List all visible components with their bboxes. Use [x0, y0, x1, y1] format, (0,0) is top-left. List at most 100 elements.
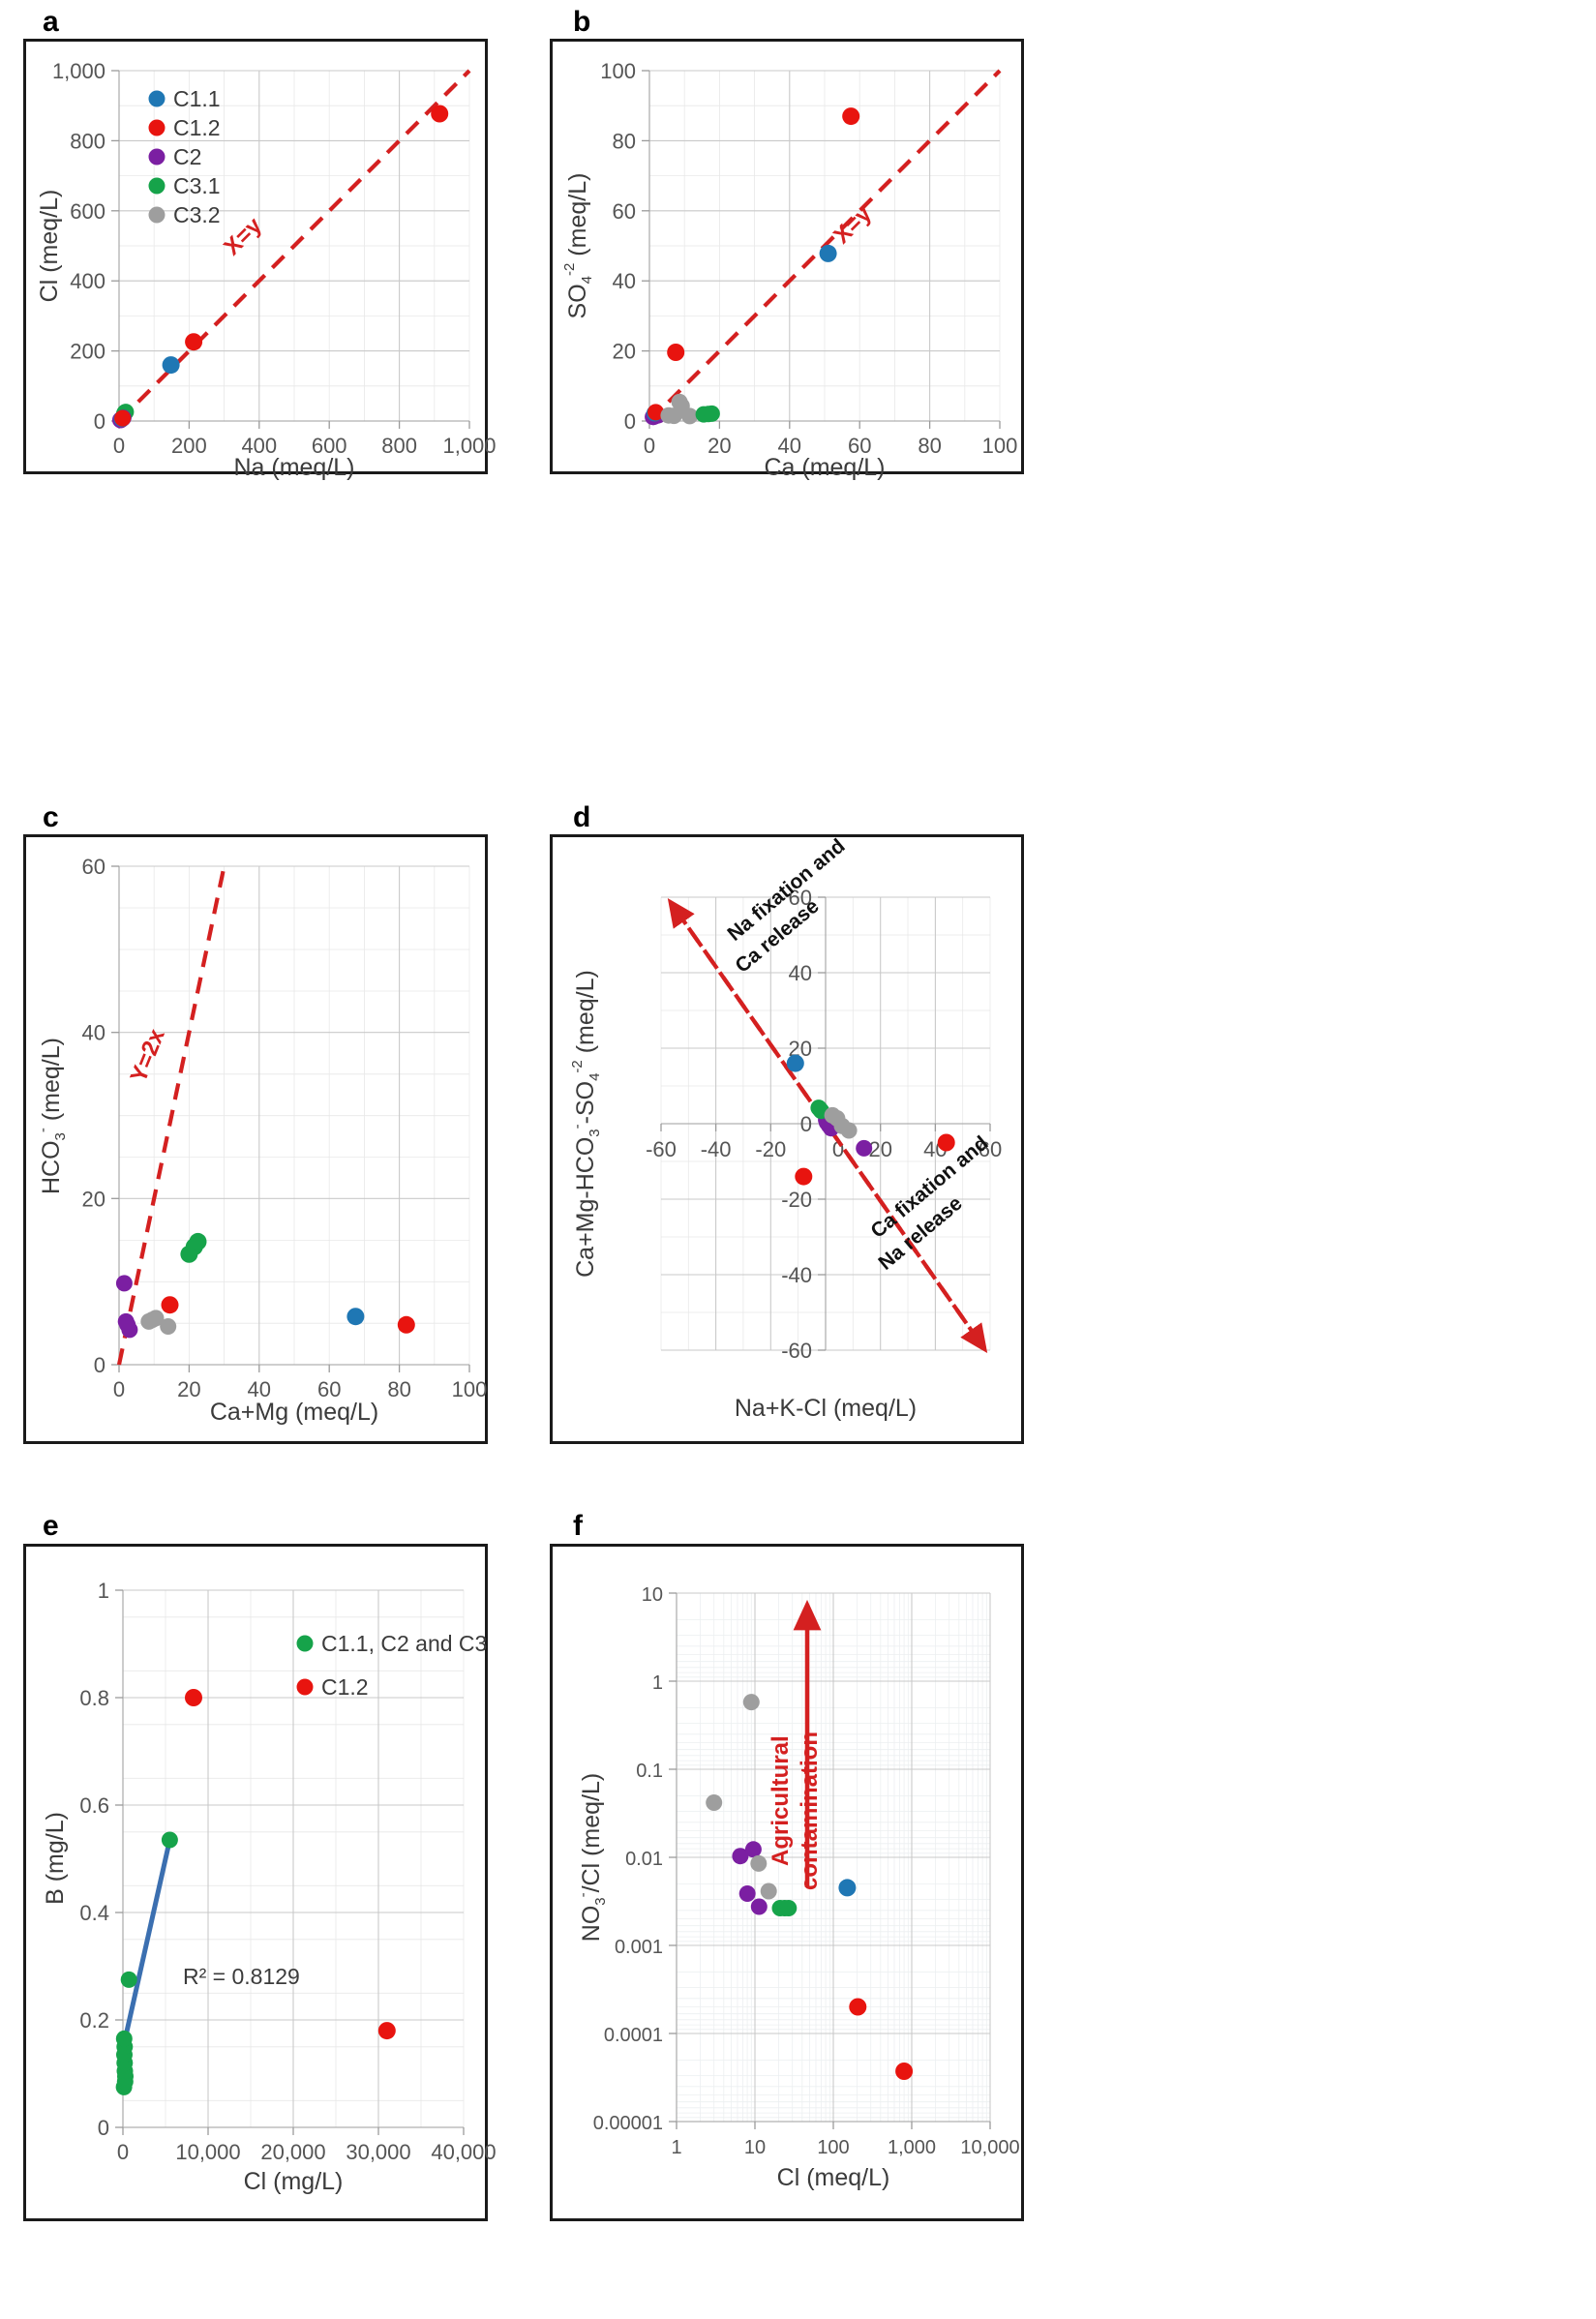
legend-label-c12: C1.2: [173, 115, 221, 140]
panel-e-xtick-0: 0: [117, 2140, 129, 2164]
svg-text:SO4-2 (meq/L): SO4-2 (meq/L): [561, 173, 595, 319]
data-point: [795, 1167, 813, 1186]
panel-e-legend: C1.1, C2 and C3 C1.2: [296, 1631, 487, 1700]
panel-b-y-ticks: 100 80 60 40 20 0: [600, 59, 649, 434]
panel-e-datapoints: [115, 1689, 396, 2095]
legend-marker-c2: [148, 148, 166, 166]
data-point: [838, 1879, 857, 1897]
panel-b-xtick-0: 0: [644, 434, 655, 458]
data-point: [856, 1139, 873, 1157]
panel-d-ytick-m20: -20: [781, 1188, 812, 1212]
panel-f-ytick-001: 0.01: [625, 1849, 663, 1870]
legend-label-c31: C3.1: [173, 173, 221, 198]
legend-marker-c32: [148, 206, 166, 224]
panel-a-xtick-200: 200: [171, 434, 207, 458]
panel-d-ytick-0: 0: [800, 1112, 812, 1136]
panel-f-xtick-1: 1: [671, 2137, 681, 2158]
panel-f-xtick-100: 100: [817, 2137, 849, 2158]
panel-b-ytick-100: 100: [600, 59, 636, 83]
panel-label-b: b: [573, 6, 591, 38]
data-point: [185, 333, 203, 351]
panel-f-x-ticks: 1 10 100 1,000 10,000: [671, 2122, 1020, 2158]
panel-a-x-ticks: 0 200 400 600 800 1,000: [113, 421, 497, 458]
panel-e-ytick-08: 0.8: [79, 1686, 109, 1710]
legend-marker-c11: [148, 90, 166, 107]
panel-e-ytick-06: 0.6: [79, 1793, 109, 1818]
panel-a-chart: 1,000 800 600 400 200 0 0 200 400 600 80…: [36, 59, 497, 481]
panel-e-xtick-40000: 40,000: [431, 2140, 496, 2164]
panel-a-xtick-0: 0: [113, 434, 125, 458]
panel-b-ytick-20: 20: [613, 340, 636, 364]
panel-a-xtick-1000: 1,000: [442, 434, 496, 458]
panel-f-annotation-line2: contamination: [797, 1732, 823, 1890]
panel-d-xtick-m40: -40: [701, 1137, 732, 1161]
data-point: [160, 1318, 177, 1335]
panel-d-xlabel: Na+K-Cl (meq/L): [735, 1395, 917, 1422]
data-point: [114, 409, 132, 427]
panel-e-xtick-30000: 30,000: [346, 2140, 410, 2164]
panel-d-ytick-60: 60: [789, 886, 812, 910]
legend-marker-c12: [148, 119, 166, 136]
data-point: [786, 1054, 804, 1072]
panel-b-ylabel: SO4-2 (meq/L): [561, 173, 595, 319]
panel-d-ytick-m60: -60: [781, 1339, 812, 1363]
panel-b-xtick-40: 40: [778, 434, 801, 458]
panel-f: 10 1 0.1 0.01 0.001 0.0001 0.00001 1 10 …: [550, 1544, 1024, 2221]
svg-text:Ca+Mg-HCO3--SO4-2 (meq/L): Ca+Mg-HCO3--SO4-2 (meq/L): [569, 970, 603, 1278]
panel-d: 60 40 20 0 -20 -40 -60 -60 -40 -20 0 20: [550, 834, 1024, 1444]
legend-label-c12: C1.2: [321, 1674, 369, 1700]
panel-c-reference-line: [116, 865, 226, 1366]
panel-d-reference-line-lower: [675, 909, 988, 1354]
panel-c-xtick-60: 60: [317, 1377, 341, 1401]
svg-text:NO3-/Cl (meq/L): NO3-/Cl (meq/L): [575, 1773, 609, 1942]
panel-b-ytick-60: 60: [613, 199, 636, 224]
panel-label-a: a: [43, 6, 59, 38]
panel-f-xtick-1000: 1,000: [888, 2137, 936, 2158]
panel-e-ytick-02: 0.2: [79, 2008, 109, 2033]
panel-b-ytick-80: 80: [613, 129, 636, 153]
panel-a: 1,000 800 600 400 200 0 0 200 400 600 80…: [23, 39, 497, 481]
panel-c-ytick-40: 40: [82, 1021, 105, 1045]
panel-a-xtick-800: 800: [381, 434, 417, 458]
data-point: [842, 107, 860, 126]
data-point: [377, 2022, 396, 2040]
panel-c-ytick-0: 0: [94, 1353, 105, 1377]
data-point: [750, 1898, 768, 1915]
panel-e-ytick-1: 1: [98, 1579, 109, 1603]
data-point: [115, 2030, 133, 2047]
data-point: [895, 2063, 914, 2080]
panel-f-xlabel: Cl (meq/L): [777, 2164, 890, 2191]
panel-e-xtick-20000: 20,000: [260, 2140, 325, 2164]
panel-e-x-ticks: 0 10,000 20,000 30,000 40,000: [117, 2127, 497, 2164]
panel-d-chart: 60 40 20 0 -20 -40 -60 -60 -40 -20 0 20: [569, 834, 1002, 1422]
panel-c-xlabel: Ca+Mg (meq/L): [210, 1399, 378, 1426]
data-point: [750, 1854, 768, 1872]
panel-a-datapoints: [111, 105, 449, 429]
data-point: [742, 1694, 760, 1711]
data-point: [162, 356, 180, 375]
panel-c-x-ticks: 0 20 40 60 80 100: [113, 1365, 487, 1401]
panel-c-datapoints: [115, 1232, 415, 1339]
panel-b-annotation-xy: X=y: [828, 200, 877, 249]
panel-d-x-ticks: -60 -40 -20 0 20 40 60: [646, 1124, 1002, 1161]
panel-d-xtick-m20: -20: [755, 1137, 786, 1161]
legend-label-c11: C1.1: [173, 86, 221, 111]
panel-e-ylabel: B (mg/L): [42, 1812, 69, 1905]
panel-f-ytick-0001: 0.001: [615, 1937, 663, 1958]
panel-f-ytick-1: 1: [652, 1672, 663, 1694]
data-point: [760, 1882, 777, 1900]
panel-f-annotation-line1: Agricultural: [768, 1735, 794, 1866]
panel-e-y-ticks: 1 0.8 0.6 0.4 0.2 0: [79, 1579, 123, 2140]
data-point: [706, 1794, 723, 1811]
panel-d-xtick-20: 20: [868, 1137, 891, 1161]
panel-e-chart: 1 0.8 0.6 0.4 0.2 0 0 10,000 20,000 30,0…: [42, 1579, 497, 2195]
panel-f-xtick-10: 10: [744, 2137, 766, 2158]
panel-a-legend: C1.1 C1.2 C2 C3.1 C3.2: [148, 86, 221, 227]
panel-b-ytick-0: 0: [624, 409, 636, 434]
panel-a-ytick-200: 200: [70, 340, 105, 364]
data-point: [161, 1296, 179, 1314]
panel-c: 60 40 20 0 0 20 40 60 80 100 Ca+Mg (meq/…: [23, 834, 488, 1444]
panel-c-y-ticks: 60 40 20 0: [82, 855, 119, 1377]
panel-label-d: d: [573, 801, 591, 833]
